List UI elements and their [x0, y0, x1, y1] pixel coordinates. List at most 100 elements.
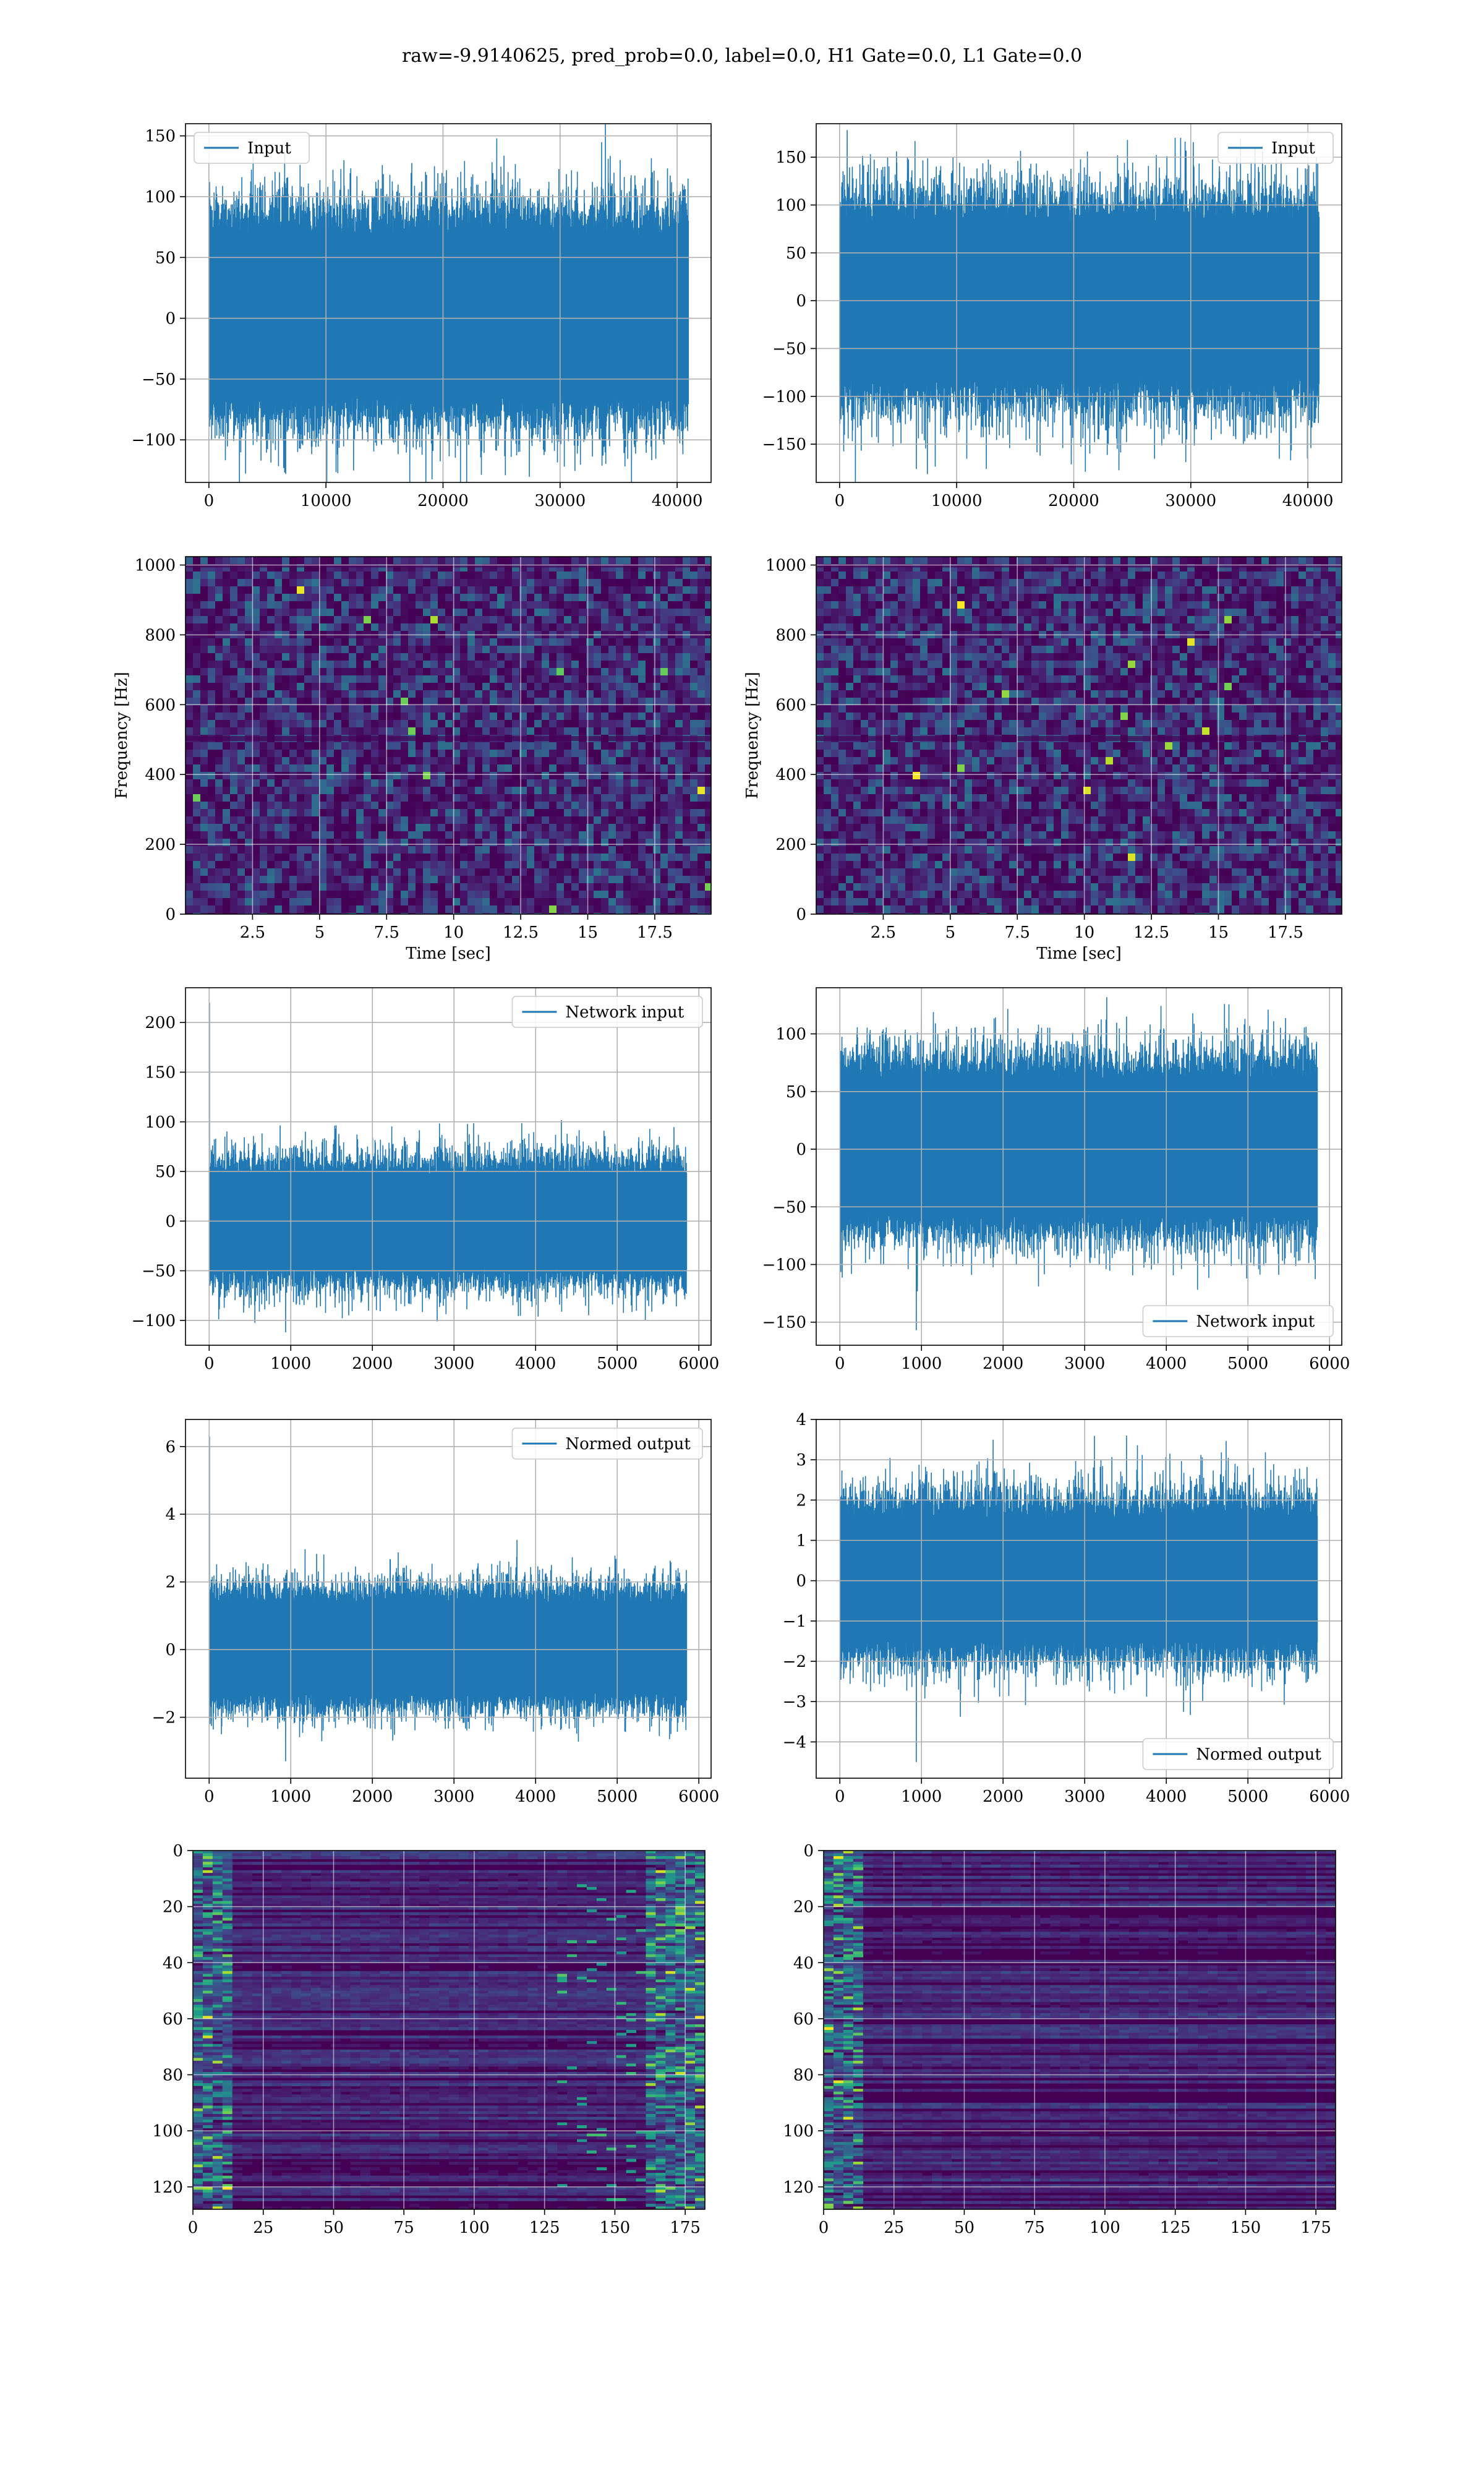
h1-feature-map-ytick-label: 0: [173, 1842, 183, 1860]
l1-spectrogram-xlabel: Time [sec]: [1036, 944, 1122, 963]
l1-spectrogram-ylabel: Frequency [Hz]: [743, 672, 762, 799]
h1-input-xtick-label: 20000: [417, 492, 469, 510]
h1-spectrogram-grid: [186, 557, 711, 915]
l1-normed-output-ytick-label: −2: [783, 1653, 806, 1671]
h1-network-input-xtick-label: 0: [204, 1355, 215, 1373]
l1-spectrogram-panel: 2.5 5 7.5 10 12.5 15 17.5 0 200 400 600 800 1000 Time…: [743, 556, 1342, 963]
h1-spectrogram-xtick-label: 15: [578, 923, 598, 942]
l1-feature-map-xtick-label: 25: [884, 2219, 904, 2237]
h1-input-ytick-label: 0: [165, 310, 176, 328]
l1-normed-output-ytick-label: 3: [796, 1451, 806, 1470]
h1-spectrogram-xtick-label: 10: [443, 923, 464, 942]
l1-normed-output-frame: [816, 1419, 1342, 1779]
l1-input-ytick-label: 150: [775, 148, 806, 167]
l1-spectrogram-ytick-label: 1000: [765, 557, 806, 575]
l1-input-ytick-label: 0: [796, 292, 806, 310]
h1-normed-output-xtick-label: 1000: [270, 1787, 311, 1806]
l1-feature-map-panel: 0 25 50 75 100 125 150 175 0 20 40 60 80 100 120: [783, 1842, 1336, 2237]
l1-spectrogram-ytick-label: 600: [775, 696, 806, 714]
l1-feature-map-xtick-label: 0: [819, 2219, 829, 2237]
h1-feature-map-ytick-label: 80: [163, 2066, 183, 2085]
h1-network-input-ytick-label: 50: [155, 1163, 176, 1181]
h1-spectrogram-ytick-label: 600: [145, 696, 176, 714]
l1-feature-map-xtick-label: 125: [1160, 2219, 1191, 2237]
h1-feature-map-xtick-label: 125: [529, 2219, 560, 2237]
h1-normed-output-ytick-label: 6: [165, 1438, 176, 1457]
h1-feature-map-xtick-label: 75: [394, 2219, 414, 2237]
l1-normed-output-ytick-label: −1: [783, 1612, 806, 1631]
h1-spectrogram-ylabel: Frequency [Hz]: [113, 672, 131, 799]
figure-title: raw=-9.9140625, pred_prob=0.0, label=0.0…: [402, 45, 1082, 67]
h1-feature-map-xtick-label: 0: [188, 2219, 198, 2237]
l1-feature-map-plot-area: [824, 1851, 1336, 2209]
l1-input-ytick-label: −100: [762, 388, 806, 406]
l1-spectrogram-ytick-label: 400: [775, 766, 806, 784]
h1-network-input-frame: [185, 987, 712, 1346]
h1-network-input-legend: Network input: [511, 996, 703, 1028]
h1-input-legend: Input: [194, 132, 310, 164]
l1-feature-map-ytick-label: 40: [793, 1954, 814, 1972]
h1-input-xtick-label: 0: [204, 492, 215, 510]
l1-input-ytick-label: 100: [775, 196, 806, 215]
l1-normed-output-series-line: [839, 1436, 1318, 1762]
l1-spectrogram-xtick-label: 7.5: [1005, 923, 1030, 942]
h1-network-input-xtick-label: 6000: [678, 1355, 719, 1373]
l1-input-ytick-label: −150: [762, 435, 806, 454]
h1-normed-output-xtick-label: 0: [204, 1787, 215, 1806]
l1-feature-map-ytick-label: 0: [803, 1842, 814, 1860]
h1-network-input-ytick-label: 150: [145, 1063, 176, 1082]
h1-normed-output-frame: [185, 1419, 712, 1779]
h1-input-xtick-label: 30000: [534, 492, 586, 510]
l1-spectrogram-xtick-label: 15: [1208, 923, 1229, 942]
l1-feature-map-ytick-label: 120: [783, 2178, 814, 2197]
l1-normed-output-xtick-label: 1000: [901, 1787, 942, 1806]
l1-feature-map-xtick-label: 150: [1230, 2219, 1261, 2237]
l1-normed-output-ytick-label: 4: [796, 1411, 806, 1429]
h1-spectrogram-ytick-label: 800: [145, 626, 176, 644]
h1-normed-output-xtick-label: 2000: [352, 1787, 393, 1806]
h1-spectrogram-ytick-label: 1000: [135, 557, 176, 575]
h1-spectrogram-xlabel: Time [sec]: [406, 944, 491, 963]
l1-network-input-xtick-label: 1000: [901, 1355, 942, 1373]
l1-spectrogram-ytick-label: 0: [796, 905, 806, 924]
l1-input-xtick-label: 30000: [1165, 492, 1216, 510]
l1-feature-map-xtick-label: 50: [954, 2219, 974, 2237]
h1-spectrogram-xtick-label: 7.5: [374, 923, 399, 942]
l1-network-input-legend-label: Network input: [1196, 1312, 1315, 1331]
h1-input-xtick-label: 10000: [301, 492, 352, 510]
l1-network-input-ytick-label: −150: [762, 1314, 806, 1332]
h1-normed-output-xtick-label: 6000: [678, 1787, 719, 1806]
h1-spectrogram-xtick-label: 12.5: [503, 923, 539, 942]
h1-spectrogram-plot-area: [186, 557, 711, 914]
h1-network-input-xtick-label: 2000: [352, 1355, 393, 1373]
h1-normed-output-ytick-label: 2: [165, 1573, 176, 1592]
h1-normed-output-legend: Normed output: [511, 1427, 703, 1460]
l1-network-input-ytick-label: 50: [786, 1083, 806, 1102]
h1-normed-output-ytick-label: 0: [165, 1641, 176, 1659]
h1-input-series-line: [208, 124, 689, 482]
l1-network-input-ytick-label: 100: [775, 1025, 806, 1044]
l1-network-input-ytick-label: −50: [772, 1198, 806, 1217]
h1-input-grid: [186, 124, 711, 482]
l1-spectrogram-xtick-label: 12.5: [1133, 923, 1169, 942]
h1-network-input-ytick-label: 0: [165, 1212, 176, 1231]
l1-feature-map-xtick-label: 175: [1300, 2219, 1331, 2237]
h1-spectrogram-ytick-label: 0: [165, 905, 176, 924]
h1-input-ytick-label: 150: [145, 127, 176, 146]
l1-network-input-xtick-label: 5000: [1227, 1355, 1268, 1373]
l1-input-legend: Input: [1217, 132, 1334, 164]
l1-network-input-xtick-label: 4000: [1146, 1355, 1187, 1373]
l1-feature-map-xtick-label: 100: [1090, 2219, 1120, 2237]
l1-feature-map-ytick-label: 100: [783, 2122, 814, 2141]
h1-input-ytick-label: −100: [132, 431, 176, 450]
h1-feature-map-xtick-label: 100: [459, 2219, 490, 2237]
l1-normed-output-ytick-label: −4: [783, 1733, 806, 1752]
l1-normed-output-ytick-label: −3: [783, 1693, 806, 1711]
l1-normed-output-ytick-label: 2: [796, 1491, 806, 1510]
h1-feature-map-frame: [192, 1850, 706, 2210]
l1-normed-output-ytick-label: 0: [796, 1572, 806, 1591]
l1-spectrogram-ytick-label: 200: [775, 836, 806, 854]
l1-normed-output-ytick-label: 1: [796, 1532, 806, 1551]
h1-network-input-ytick-label: 100: [145, 1113, 176, 1132]
